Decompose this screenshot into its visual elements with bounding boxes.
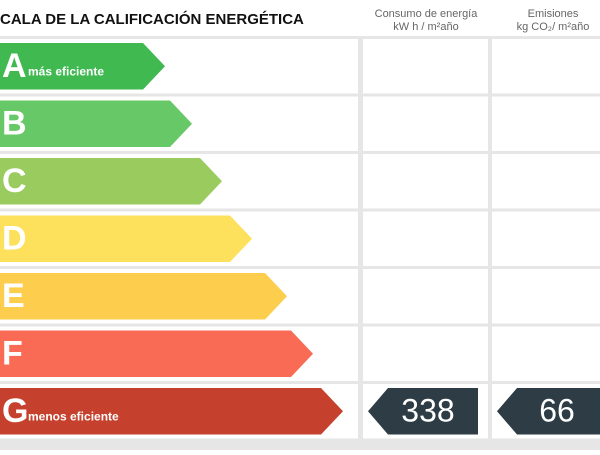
- row-cell: [492, 96, 600, 151]
- rating-letter: C: [2, 162, 27, 200]
- rating-arrow: [0, 43, 165, 90]
- row-cell: [363, 154, 488, 209]
- row-cell: [363, 269, 488, 324]
- row-cell: [492, 154, 600, 209]
- row-cell: [363, 326, 488, 381]
- rating-letter: D: [2, 220, 27, 258]
- row-cell: [363, 39, 488, 94]
- value-badge: [368, 388, 478, 435]
- value-badge: [497, 388, 600, 435]
- rating-arrow: [0, 158, 222, 205]
- emissions-value: 66: [539, 393, 575, 429]
- column-header: Emisiones: [528, 8, 579, 20]
- title: CALA DE LA CALIFICACIÓN ENERGÉTICA: [0, 10, 304, 28]
- row-cell: [492, 211, 600, 266]
- rating-letter: G: [2, 392, 28, 430]
- rating-arrow: [0, 215, 252, 262]
- rating-arrow: [0, 273, 287, 320]
- rating-arrow: [0, 330, 313, 377]
- rating-label: menos eficiente: [28, 409, 119, 423]
- rating-label: más eficiente: [28, 64, 104, 78]
- row-cell: [492, 269, 600, 324]
- rating-letter: E: [2, 277, 25, 315]
- consumption-value: 338: [401, 393, 454, 429]
- rating-arrow: [0, 388, 343, 435]
- column-header: Consumo de energía: [375, 8, 479, 20]
- rating-letter: B: [2, 105, 27, 143]
- column-unit: kW h / m²año: [393, 21, 458, 33]
- rating-letter: F: [2, 335, 23, 373]
- rating-arrow: [0, 100, 192, 147]
- rating-letter: A: [2, 47, 27, 85]
- column-unit: kg CO₂/ m²año: [517, 21, 590, 33]
- row-cell: [363, 211, 488, 266]
- row-cell: [363, 96, 488, 151]
- row-cell: [492, 326, 600, 381]
- row-cell: [492, 39, 600, 94]
